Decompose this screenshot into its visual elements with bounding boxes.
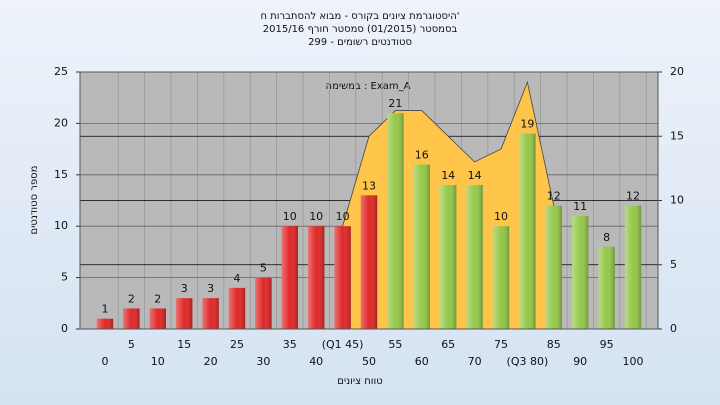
y-axis-title: מספר סטודנטים <box>29 166 40 235</box>
y-tick-label: 0 <box>61 322 68 335</box>
data-label: 10 <box>309 210 323 223</box>
data-label: 19 <box>520 118 534 131</box>
data-label: 3 <box>207 282 214 295</box>
x-tick-label: 15 <box>177 338 191 351</box>
bar-shine <box>176 298 193 329</box>
data-label: 3 <box>181 282 188 295</box>
bar-shine <box>334 226 351 329</box>
x-tick-label: 40 <box>309 355 323 368</box>
y2-tick-label: 20 <box>670 65 684 78</box>
x-tick-label: (Q3 80) <box>507 355 549 368</box>
data-label: 2 <box>128 292 135 305</box>
chart-title: היסטוגרמת ציונים בקורס - מבוא להסתברות ח… <box>260 11 459 22</box>
bar-shine <box>519 133 536 329</box>
bar-shine <box>624 205 642 329</box>
x-tick-label: 95 <box>600 338 614 351</box>
bar-shine <box>308 226 325 329</box>
x-axis-title: טווח ציונים <box>337 376 382 387</box>
x-tick-label: 50 <box>362 355 376 368</box>
y-tick-label: 20 <box>54 116 68 129</box>
y-tick-label: 15 <box>54 168 68 181</box>
data-label: 11 <box>573 200 587 213</box>
bar-shine <box>598 246 615 329</box>
bar-shine <box>387 113 404 330</box>
chart-subtitle: בסמסטר (01/2015) סמסטר חורף 2015/16 <box>263 24 458 35</box>
chart-subtitle: סטודנטים רשומים - 299 <box>308 37 412 48</box>
y-tick-label: 25 <box>54 65 68 78</box>
bar-shine <box>440 185 457 329</box>
x-tick-label: 55 <box>388 338 402 351</box>
data-label: 1 <box>102 303 109 316</box>
x-tick-label: 20 <box>204 355 218 368</box>
x-tick-label: 75 <box>494 338 508 351</box>
data-label: 13 <box>362 179 376 192</box>
bar-shine <box>572 215 589 329</box>
data-label: 8 <box>603 231 610 244</box>
y-tick-label: 5 <box>61 271 68 284</box>
data-label: 2 <box>154 292 161 305</box>
x-tick-label: 25 <box>230 338 244 351</box>
data-label: 5 <box>260 262 267 275</box>
bar-shine <box>545 205 562 329</box>
bar-shine <box>228 287 246 329</box>
data-label: 4 <box>234 272 241 285</box>
y2-tick-label: 15 <box>670 129 684 142</box>
x-tick-label: (Q1 45) <box>322 338 364 351</box>
bar-shine <box>281 226 298 329</box>
x-tick-label: 90 <box>573 355 587 368</box>
bar-shine <box>255 277 272 329</box>
x-tick-label: 65 <box>441 338 455 351</box>
data-label: 14 <box>441 169 455 182</box>
data-label: 16 <box>415 149 429 162</box>
x-tick-label: 30 <box>256 355 270 368</box>
data-label: 10 <box>494 210 508 223</box>
y2-tick-label: 5 <box>670 258 677 271</box>
x-tick-label: 35 <box>283 338 297 351</box>
data-label: 21 <box>388 97 402 110</box>
x-tick-label: 85 <box>547 338 561 351</box>
y2-tick-label: 0 <box>670 322 677 335</box>
x-tick-label: 10 <box>151 355 165 368</box>
y2-tick-label: 10 <box>670 194 684 207</box>
bar-shine <box>96 318 114 329</box>
data-label: 10 <box>336 210 350 223</box>
bar-shine <box>123 308 140 329</box>
x-tick-label: 100 <box>623 355 644 368</box>
bar-shine <box>466 185 483 329</box>
x-tick-label: 60 <box>415 355 429 368</box>
bar-shine <box>149 308 166 329</box>
x-tick-label: 0 <box>102 355 109 368</box>
annotation: במשימה : Exam_A <box>326 81 411 92</box>
bar-shine <box>413 164 430 329</box>
y-tick-label: 10 <box>54 219 68 232</box>
bar-shine <box>360 195 378 329</box>
data-label: 10 <box>283 210 297 223</box>
bar-shine <box>492 226 510 329</box>
bar-shine <box>202 298 219 329</box>
x-tick-label: 5 <box>128 338 135 351</box>
data-label: 12 <box>626 190 640 203</box>
x-tick-label: 70 <box>468 355 482 368</box>
data-label: 12 <box>547 190 561 203</box>
plot-frame <box>79 71 659 330</box>
data-label: 14 <box>468 169 482 182</box>
